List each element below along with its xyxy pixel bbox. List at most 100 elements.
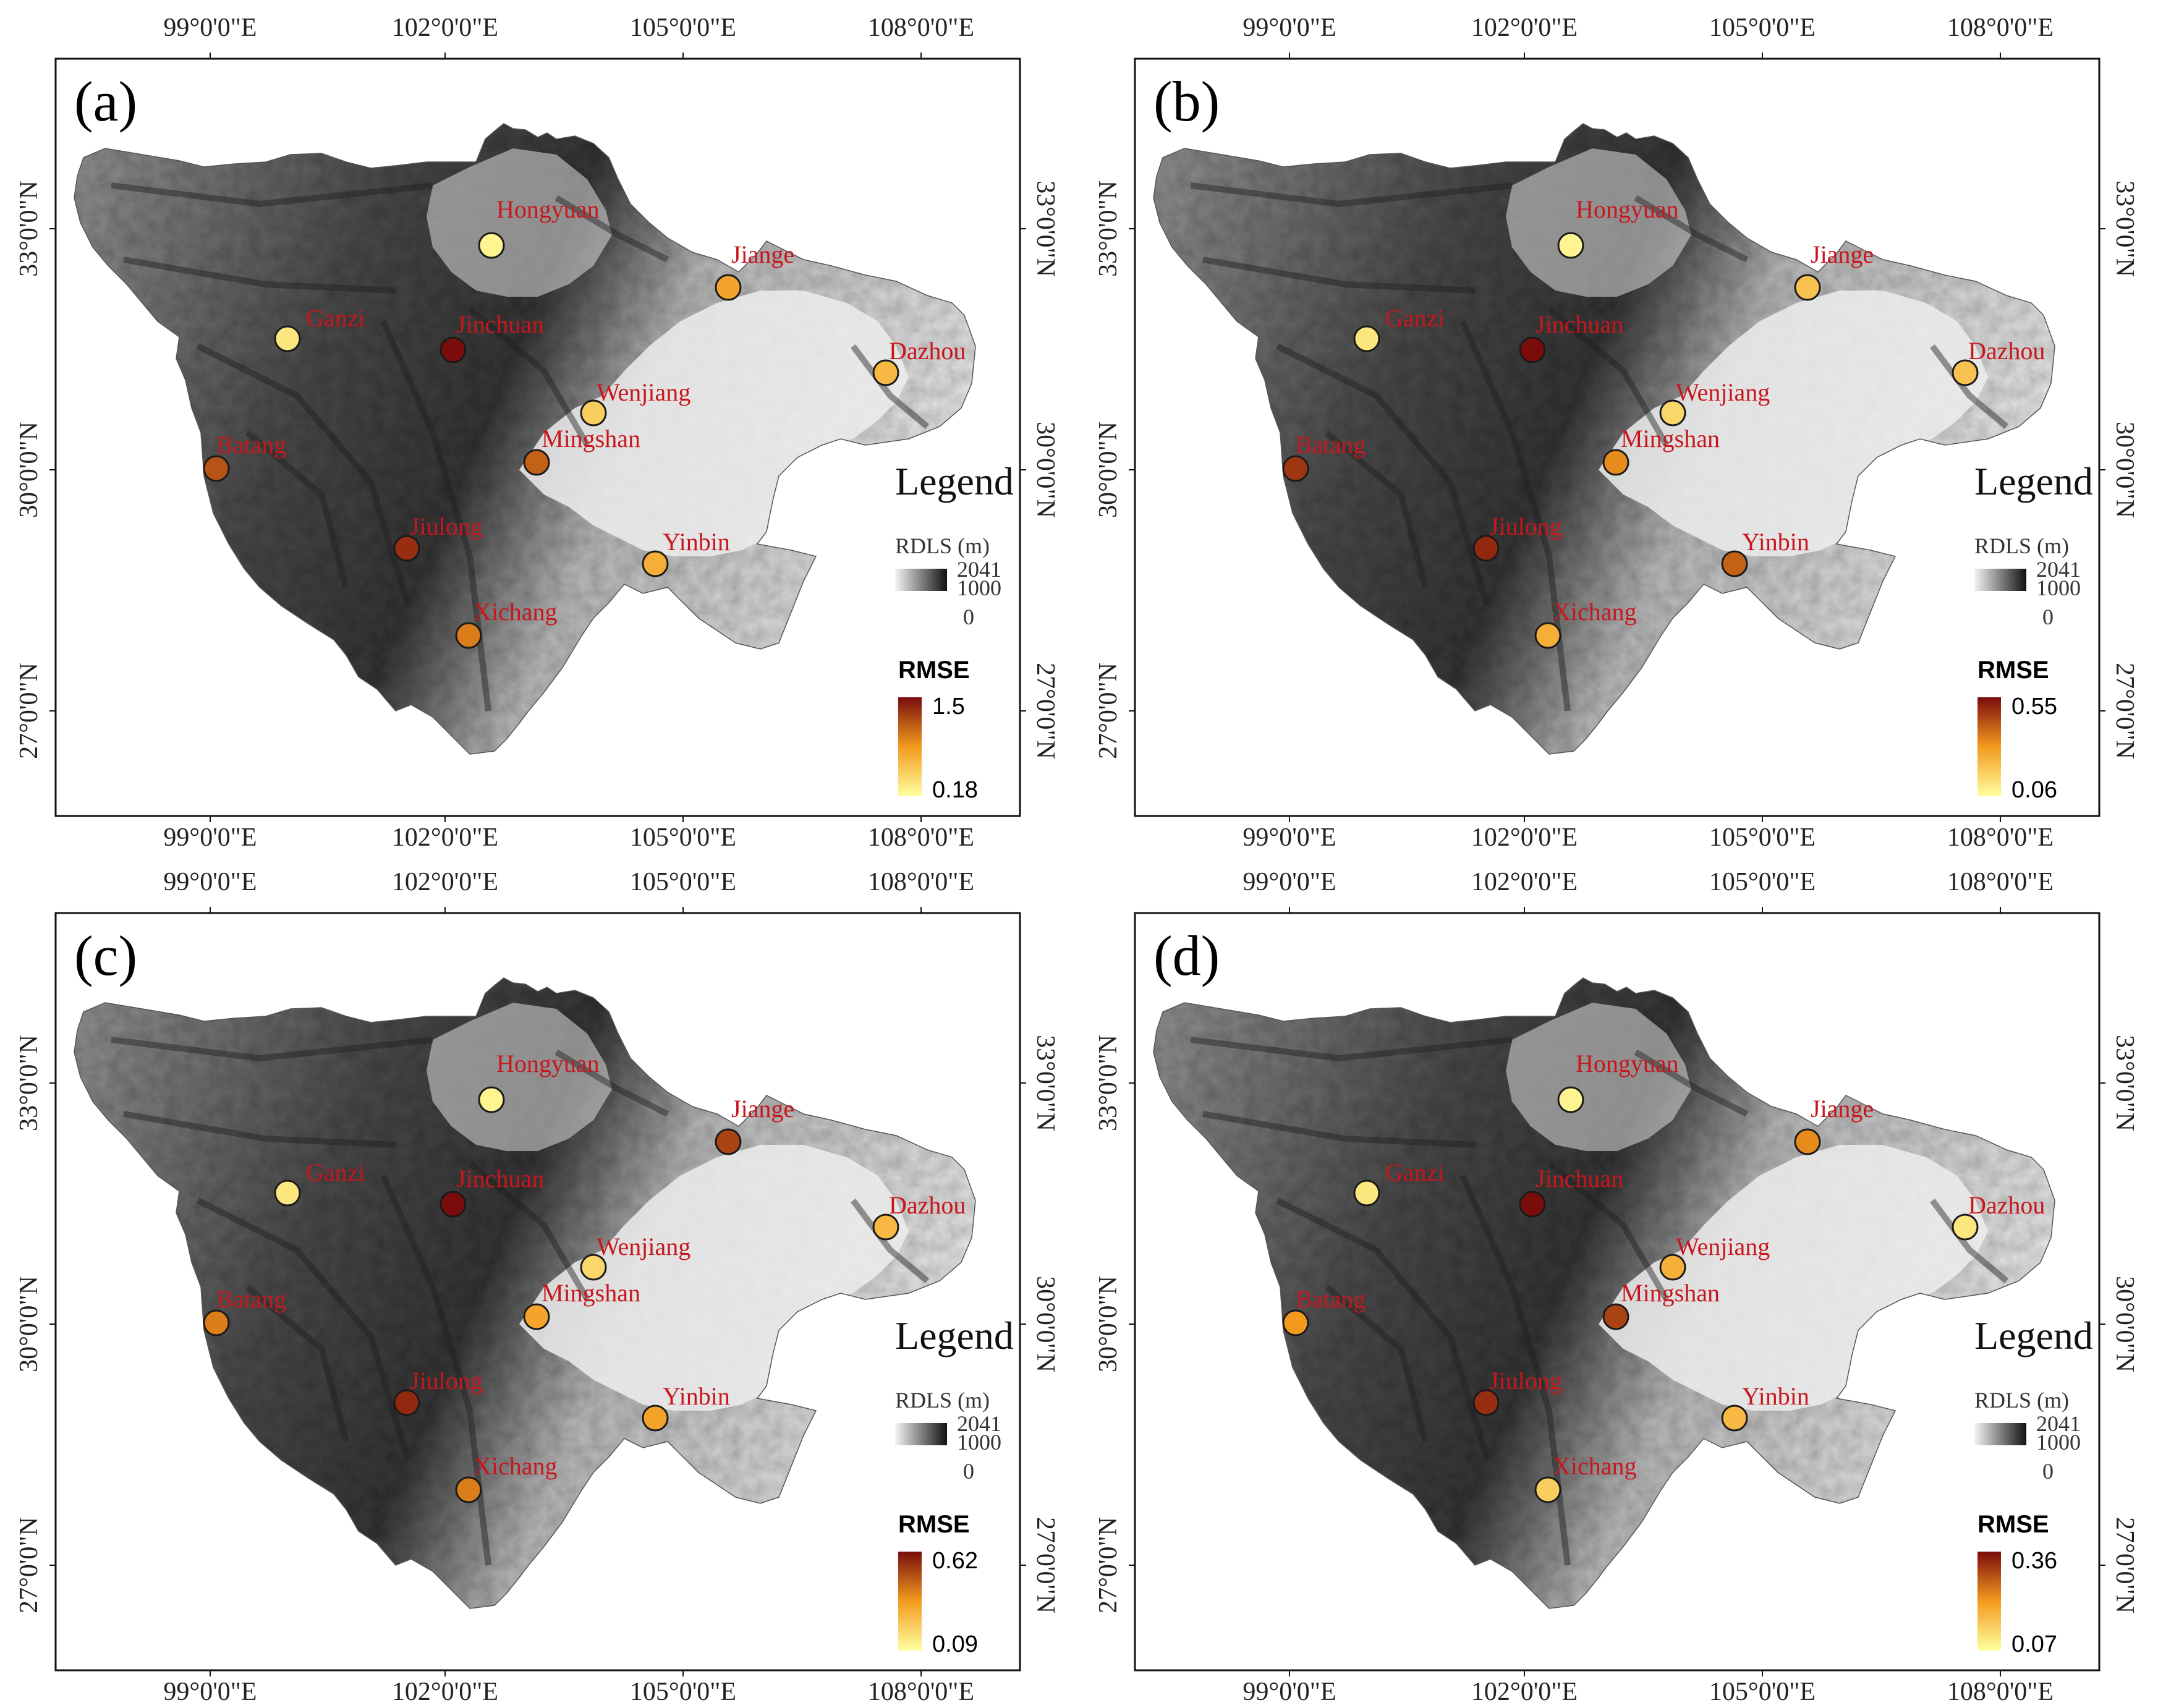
rdls-value: 2041 — [2036, 1411, 2081, 1436]
left-latitude-label: 30°0'0"N — [1094, 422, 1123, 518]
rmse-colorbar — [1977, 697, 2001, 796]
station-marker-jinchuan — [1519, 336, 1546, 363]
station-marker-batang — [1282, 1309, 1309, 1336]
right-latitude-label: 30°0'0"N — [1031, 1276, 1060, 1372]
province-boundary — [1153, 123, 2055, 755]
legend-title: Legend — [895, 459, 1014, 503]
ridge-line — [111, 182, 433, 208]
rdls-value: 1000 — [957, 576, 1001, 600]
top-longitude-label: 102°0'0"E — [392, 14, 498, 42]
station-label-jiulong: Jiulong — [1489, 512, 1562, 540]
station-label-jinchuan: Jinchuan — [1536, 1165, 1623, 1192]
ridge-line — [1190, 1037, 1513, 1062]
rdls-value: 2041 — [957, 557, 1001, 582]
left-latitude-label: 33°0'0"N — [15, 1035, 43, 1131]
ruoergai-plateau — [1506, 148, 1691, 297]
station-marker-batang — [203, 455, 230, 482]
station-label-ganzi: Ganzi — [306, 1158, 365, 1186]
rmse-min: 0.06 — [2011, 777, 2057, 803]
bottom-longitude-label: 108°0'0"E — [868, 823, 974, 852]
station-label-xichang: Xichang — [1553, 1452, 1637, 1480]
station-marker-mingshan — [1602, 1303, 1629, 1330]
rmse-legend-label: RMSE — [898, 1511, 970, 1538]
bottom-longitude-label: 99°0'0"E — [163, 823, 257, 852]
station-label-jinchuan: Jinchuan — [456, 1165, 544, 1192]
station-label-jinchuan: Jinchuan — [1536, 310, 1623, 338]
station-marker-jinchuan — [440, 1191, 467, 1218]
rmse-min: 0.18 — [932, 777, 978, 803]
left-latitude-label: 33°0'0"N — [1094, 181, 1123, 277]
top-longitude-label: 108°0'0"E — [868, 14, 974, 42]
rdls-colorbar — [1974, 569, 2026, 591]
rdls-value: 2041 — [2036, 557, 2081, 582]
rdls-value: 1000 — [2036, 576, 2081, 600]
station-label-batang: Batang — [216, 1285, 286, 1313]
ridge-line — [851, 344, 930, 429]
station-marker-hongyuan — [478, 232, 505, 259]
station-marker-hongyuan — [478, 1086, 505, 1113]
station-marker-wenjiang — [580, 1254, 607, 1281]
station-label-jiange: Jiange — [1811, 1095, 1874, 1123]
top-longitude-label: 105°0'0"E — [630, 14, 736, 42]
sichuan-basin — [1599, 291, 1988, 556]
rdls-value: 0 — [963, 1459, 974, 1484]
station-label-wenjiang: Wenjiang — [597, 1233, 690, 1260]
ridge-line — [196, 1197, 411, 1461]
station-label-jiange: Jiange — [731, 240, 794, 268]
ridge-line — [245, 430, 349, 588]
bottom-longitude-label: 99°0'0"E — [1243, 1678, 1336, 1706]
station-label-dazhou: Dazhou — [889, 337, 966, 365]
station-marker-jiulong — [1472, 1389, 1500, 1416]
station-label-jiange: Jiange — [731, 1095, 794, 1123]
rdls-value: 0 — [2042, 605, 2054, 629]
right-latitude-label: 27°0'0"N — [1031, 1517, 1060, 1613]
left-latitude-label: 30°0'0"N — [1094, 1276, 1123, 1372]
left-latitude-label: 33°0'0"N — [15, 181, 43, 277]
station-marker-ganzi — [274, 325, 301, 352]
station-marker-batang — [1282, 455, 1309, 482]
map-svg: 99°0'0"E 99°0'0"E 102°0'0"E 102°0'0"E 105°0'… — [15, 14, 1060, 852]
station-label-wenjiang: Wenjiang — [1676, 378, 1770, 406]
station-label-mingshan: Mingshan — [1621, 1279, 1720, 1307]
right-latitude-label: 33°0'0"N — [1031, 1035, 1060, 1131]
panel-letter: (a) — [74, 70, 137, 133]
station-marker-xichang — [455, 1476, 482, 1503]
panel-letter: (b) — [1153, 70, 1220, 133]
station-marker-jiulong — [393, 535, 420, 562]
left-latitude-label: 33°0'0"N — [1094, 1035, 1123, 1131]
top-longitude-label: 108°0'0"E — [1947, 868, 2054, 896]
province-boundary — [1153, 977, 2055, 1609]
station-label-dazhou: Dazhou — [1968, 1191, 2045, 1219]
rdls-value: 1000 — [2036, 1430, 2081, 1455]
station-marker-dazhou — [872, 1213, 899, 1241]
rmse-min: 0.09 — [932, 1631, 978, 1657]
bottom-longitude-label: 108°0'0"E — [868, 1678, 974, 1706]
station-label-jiange: Jiange — [1811, 240, 1874, 268]
rmse-legend-label: RMSE — [898, 656, 970, 684]
station-label-hongyuan: Hongyuan — [1576, 1050, 1679, 1077]
station-marker-jiange — [1794, 1128, 1821, 1155]
ridge-line — [123, 1111, 396, 1148]
ridge-line — [1190, 182, 1513, 208]
ridge-line — [467, 307, 590, 447]
bottom-longitude-label: 105°0'0"E — [1709, 823, 1816, 852]
station-marker-dazhou — [1952, 1213, 1979, 1241]
station-label-dazhou: Dazhou — [889, 1191, 966, 1219]
ridge-line — [1324, 1285, 1429, 1443]
station-label-jinchuan: Jinchuan — [456, 310, 544, 338]
station-marker-yinbin — [642, 550, 669, 577]
map-svg: 99°0'0"E 99°0'0"E 102°0'0"E 102°0'0"E 105°0'… — [1094, 868, 2139, 1706]
rdls-value: 0 — [2042, 1459, 2054, 1484]
rdls-colorbar — [895, 1423, 947, 1445]
rmse-colorbar — [1977, 1552, 2001, 1651]
left-latitude-label: 27°0'0"N — [15, 663, 43, 759]
province-boundary — [74, 977, 976, 1609]
station-marker-jiange — [715, 1128, 742, 1155]
top-longitude-label: 108°0'0"E — [868, 868, 974, 896]
station-marker-jiulong — [1472, 535, 1500, 562]
bottom-longitude-label: 99°0'0"E — [163, 1678, 257, 1706]
station-marker-mingshan — [1602, 449, 1629, 476]
ridge-line — [1275, 1197, 1490, 1461]
right-latitude-label: 30°0'0"N — [2110, 1276, 2139, 1372]
right-latitude-label: 30°0'0"N — [1031, 422, 1060, 518]
